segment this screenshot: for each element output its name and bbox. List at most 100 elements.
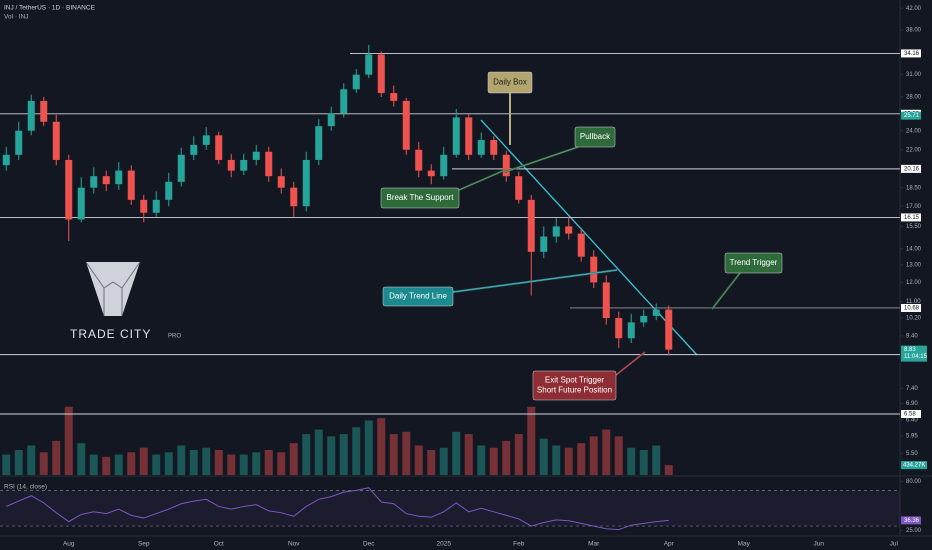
- price-badge-label: 25.71: [904, 113, 920, 119]
- level-badge: [901, 49, 921, 58]
- candle-body: [352, 74, 360, 90]
- volume-bar: [377, 418, 386, 475]
- volume-bar: [664, 465, 673, 475]
- volume-bar: [564, 447, 573, 475]
- candle-body: [427, 170, 435, 177]
- volume-bar: [264, 450, 273, 475]
- level-label: 10.68: [904, 306, 920, 312]
- x-tick-label: Feb: [513, 541, 525, 548]
- volume-bar: [152, 454, 161, 475]
- volume-bar: [514, 434, 523, 475]
- candle-body: [102, 176, 110, 185]
- volume-bar: [577, 443, 586, 475]
- volume-bar: [127, 452, 136, 475]
- x-tick-label: 2025: [437, 541, 452, 548]
- logo-icon: [85, 261, 105, 289]
- candle-body: [252, 151, 260, 160]
- volume-bar: [352, 427, 361, 475]
- volume-bar: [27, 445, 36, 475]
- annotation-pointer: [711, 272, 741, 310]
- annotation-text: Short Future Position: [537, 386, 612, 395]
- annotation-box: [724, 252, 783, 274]
- volume-bar: [539, 438, 548, 475]
- candle-body: [90, 176, 98, 188]
- candle-body: [627, 322, 635, 339]
- volume-bar: [652, 445, 661, 475]
- y-tick-label: 38.00: [906, 28, 922, 34]
- rsi-title: RSI (14, close): [4, 484, 47, 491]
- volume-bar: [327, 436, 336, 475]
- volume-bar: [252, 452, 261, 475]
- volume-bar: [339, 434, 348, 475]
- volume-bar: [639, 450, 648, 475]
- logo-icon: [121, 261, 141, 289]
- volume-bar: [489, 447, 498, 475]
- volume-bar: [614, 436, 623, 475]
- last-price-label: 8.83: [904, 347, 916, 353]
- level-label: 34.16: [904, 51, 920, 57]
- candle-body: [215, 135, 223, 160]
- rsi-band: [0, 490, 900, 527]
- volume-bar: [239, 454, 248, 475]
- x-tick-label: Oct: [214, 541, 224, 548]
- rsi-badge: [901, 516, 921, 525]
- candle-body: [665, 309, 673, 350]
- candle-body: [140, 199, 148, 213]
- volume-bar: [427, 450, 436, 475]
- candle-body: [152, 199, 160, 213]
- candle-body: [565, 226, 573, 234]
- level-label: 16.15: [904, 215, 920, 221]
- volume-badge: [901, 461, 927, 470]
- candle-body: [315, 126, 323, 160]
- volume-bar: [139, 447, 148, 475]
- y-tick-label: 6.40: [906, 418, 918, 424]
- volume-bar: [477, 445, 486, 475]
- candle-body: [402, 100, 410, 150]
- volume-bar: [452, 431, 461, 475]
- volume-bar: [164, 452, 173, 475]
- volume-bar: [214, 450, 223, 475]
- candle-body: [590, 256, 598, 283]
- y-tick-label: 17.00: [906, 204, 922, 210]
- trend-line: [480, 119, 698, 356]
- volume-bar: [227, 454, 236, 475]
- x-tick-label: Aug: [63, 541, 75, 548]
- y-tick-label: 14.00: [906, 246, 922, 252]
- rsi-tick-label: 25.00: [906, 528, 922, 534]
- candle-body: [465, 117, 473, 155]
- candle-body: [115, 170, 123, 185]
- candle-body: [640, 315, 648, 323]
- candle-body: [502, 154, 510, 177]
- y-tick-label: 5.95: [906, 434, 918, 440]
- candle-body: [415, 149, 423, 171]
- level-badge: [901, 164, 921, 173]
- annotation-text: Exit Spot Trigger: [545, 376, 604, 385]
- annotation-box: [380, 187, 460, 209]
- x-tick-label: Jul: [890, 541, 899, 548]
- y-tick-label: 22.00: [906, 147, 922, 153]
- y-tick-label: 10.20: [906, 316, 922, 322]
- volume-bar: [627, 447, 636, 475]
- volume-bar: [402, 431, 411, 475]
- annotation-text: Daily Box: [493, 78, 527, 87]
- candle-body: [327, 113, 335, 127]
- y-tick-label: 18.50: [906, 185, 922, 191]
- y-tick-label: 12.00: [906, 280, 922, 286]
- y-tick-label: 11.00: [906, 299, 921, 305]
- countdown: 11:04:15: [904, 354, 928, 360]
- candle-body: [77, 187, 85, 220]
- volume-bar: [52, 440, 61, 475]
- candle-body: [2, 154, 10, 166]
- annotation-text: Trend Trigger: [730, 258, 778, 267]
- volume-bar: [277, 452, 286, 475]
- candle-body: [390, 93, 398, 101]
- candle-body: [477, 140, 485, 155]
- candle-body: [177, 154, 185, 182]
- volume-bar: [64, 406, 73, 475]
- candle-body: [290, 187, 298, 207]
- candle-body: [440, 154, 448, 177]
- x-tick-label: Nov: [288, 541, 300, 548]
- x-tick-label: May: [738, 541, 751, 548]
